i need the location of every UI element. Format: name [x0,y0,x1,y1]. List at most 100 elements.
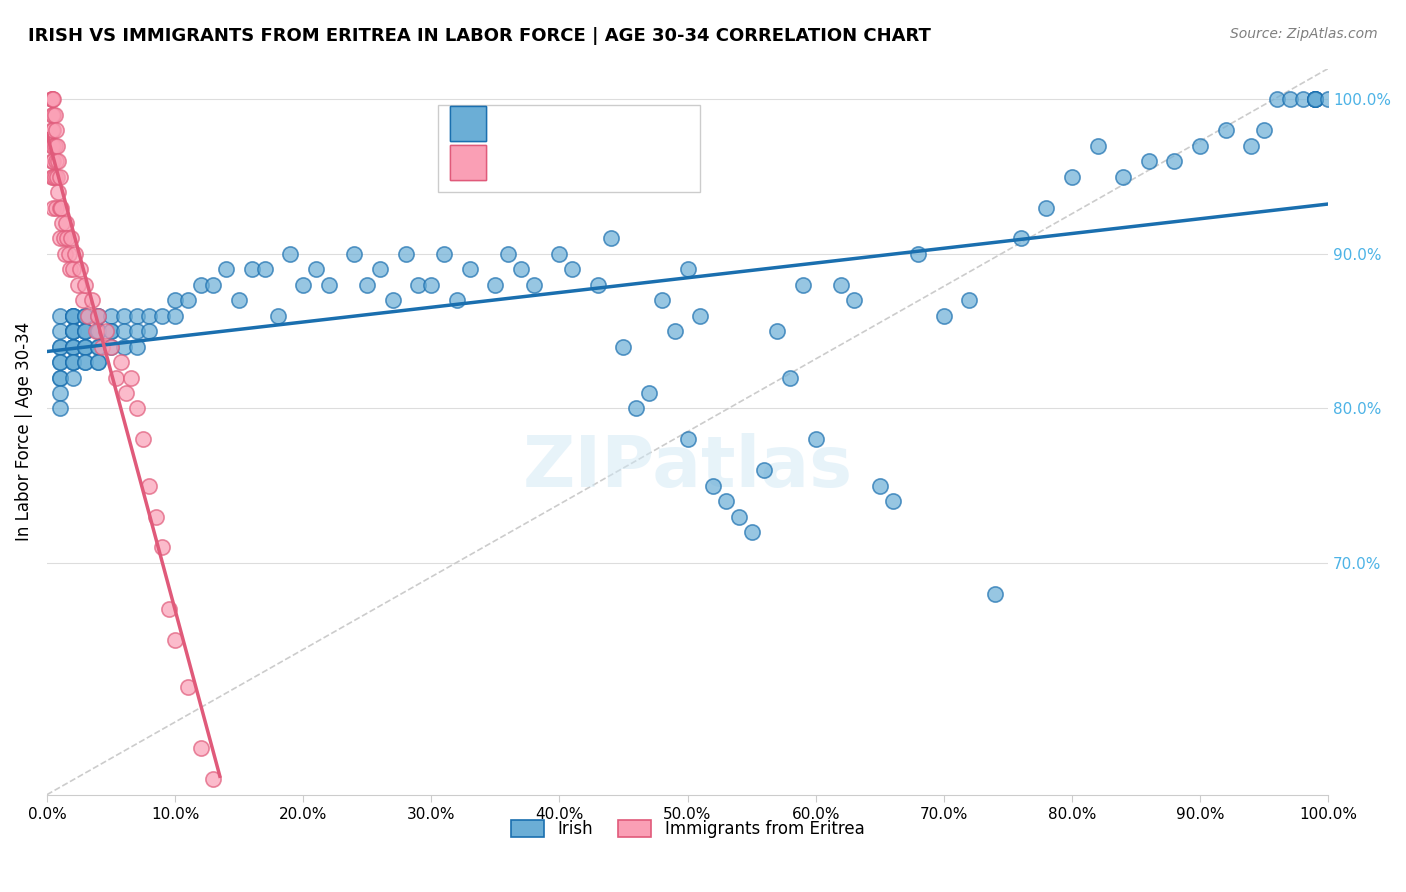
Point [1137,154,1160,169]
Point [75,309,97,323]
Point [446,293,468,308]
Point [138,478,160,492]
Point [125,324,148,338]
Point [458,262,481,277]
Point [433,247,456,261]
Point [42,201,65,215]
Point [75,355,97,369]
Point [59,262,82,277]
Point [48,340,70,354]
Point [48,370,70,384]
Point [62,340,84,354]
Point [60,231,83,245]
Point [87,309,110,323]
Point [75,324,97,338]
Point [75,355,97,369]
Point [45,201,67,215]
Point [138,324,160,338]
Text: IRISH VS IMMIGRANTS FROM ERITREA IN LABOR FORCE | AGE 30-34 CORRELATION CHART: IRISH VS IMMIGRANTS FROM ERITREA IN LABO… [28,27,931,45]
Point [842,293,865,308]
Point [75,340,97,354]
Point [75,324,97,338]
Point [792,277,814,292]
Point [484,277,506,292]
Point [163,309,186,323]
Point [343,247,366,261]
Point [48,340,70,354]
Point [190,741,212,756]
Point [408,277,430,292]
Point [318,277,340,292]
Point [100,340,122,354]
Point [66,277,89,292]
Point [41,92,63,106]
Point [132,433,155,447]
Point [48,201,70,215]
Point [52,231,75,245]
FancyBboxPatch shape [450,145,486,179]
Point [105,370,128,384]
Point [145,509,167,524]
FancyBboxPatch shape [450,106,486,141]
Point [266,309,288,323]
Point [48,231,70,245]
Point [75,277,97,292]
Point [125,401,148,416]
Point [689,309,711,323]
Point [754,463,776,477]
Point [714,494,737,508]
Point [48,324,70,338]
Point [125,340,148,354]
Point [638,386,661,401]
Point [69,262,91,277]
Point [112,324,135,338]
Point [41,108,63,122]
Point [87,355,110,369]
Point [94,324,117,338]
Point [1305,92,1327,106]
Text: R =  0.178   N =  64: R = 0.178 N = 64 [495,154,662,172]
Point [240,262,263,277]
Point [1060,169,1083,184]
Point [62,355,84,369]
Point [72,293,94,308]
Point [278,247,301,261]
Point [41,154,63,169]
Point [150,541,173,555]
Point [395,247,418,261]
Point [44,138,66,153]
Point [75,340,97,354]
Text: 0.178: 0.178 [537,154,585,172]
Point [1291,92,1313,106]
Point [253,262,276,277]
Point [63,247,86,261]
Text: 64: 64 [634,154,655,172]
Point [77,309,100,323]
Point [87,340,110,354]
Point [651,293,673,308]
Point [676,433,699,447]
Point [120,370,142,384]
Point [75,340,97,354]
Point [548,247,571,261]
Point [44,108,66,122]
Point [42,138,65,153]
Point [91,340,114,354]
Point [1087,138,1109,153]
Point [1305,92,1327,106]
Point [87,324,110,338]
Point [586,277,609,292]
Legend: Irish, Immigrants from Eritrea: Irish, Immigrants from Eritrea [503,813,872,845]
Point [51,216,73,230]
Point [882,494,904,508]
Point [56,231,79,245]
Point [612,340,634,354]
Point [1253,123,1275,137]
Point [779,370,801,384]
Point [496,247,519,261]
Point [138,309,160,323]
Text: 0.594: 0.594 [537,114,585,132]
Point [100,309,122,323]
Point [48,401,70,416]
Point [305,262,328,277]
